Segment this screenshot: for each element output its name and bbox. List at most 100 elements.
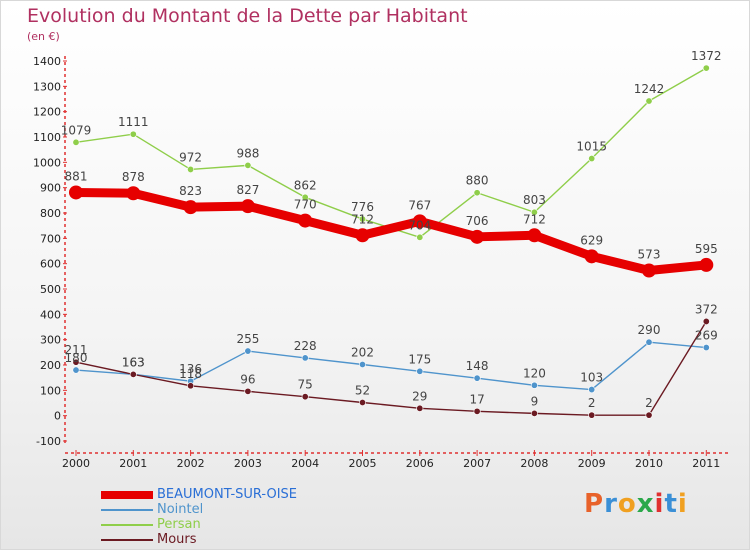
data-label: 2 <box>588 396 596 410</box>
data-label: 704 <box>408 218 431 232</box>
data-label: 255 <box>236 332 259 346</box>
data-label: 827 <box>236 183 259 197</box>
legend-label: Nointel <box>157 502 204 517</box>
data-label: 988 <box>236 146 259 160</box>
data-label: 629 <box>580 233 603 247</box>
data-label: 29 <box>412 389 427 403</box>
data-label: 211 <box>65 343 88 357</box>
data-point <box>702 64 710 72</box>
data-point <box>358 360 366 368</box>
data-label: 881 <box>65 169 88 183</box>
data-point <box>588 411 596 419</box>
data-label: 573 <box>638 248 661 262</box>
data-point <box>530 208 538 216</box>
data-point <box>72 358 80 366</box>
x-tick-label: 2004 <box>291 457 319 470</box>
data-label: 75 <box>298 378 313 392</box>
data-label: 180 <box>65 351 88 365</box>
data-point <box>416 367 424 375</box>
y-tick-label: 300 <box>40 334 61 347</box>
y-tick-label: 1400 <box>33 55 61 68</box>
legend-label: Persan <box>157 517 201 532</box>
legend-swatch <box>101 491 153 499</box>
data-point <box>129 130 137 138</box>
series-persan <box>72 64 710 241</box>
data-label: 2 <box>645 396 653 410</box>
series-beaumont-sur-oise <box>69 185 714 278</box>
data-point <box>645 97 653 105</box>
data-point <box>527 228 542 243</box>
data-label: 1372 <box>691 49 722 63</box>
x-tick-label: 2001 <box>119 457 147 470</box>
data-point <box>699 257 714 272</box>
series-line-mours <box>75 320 707 416</box>
x-tick-label: 2003 <box>234 457 262 470</box>
data-label: 103 <box>580 371 603 385</box>
data-label: 776 <box>351 200 374 214</box>
data-label: 595 <box>695 242 718 256</box>
data-point <box>473 189 481 197</box>
data-label: 862 <box>294 178 317 192</box>
data-label: 269 <box>695 329 718 343</box>
data-label: 712 <box>351 212 374 226</box>
data-label: 228 <box>294 339 317 353</box>
x-tick-label: 2000 <box>62 457 90 470</box>
data-point <box>244 387 252 395</box>
series-line-beaumont-sur-oise <box>71 187 711 276</box>
data-point <box>72 366 80 374</box>
legend: BEAUMONT-SUR-OISE Nointel Persan Mours <box>101 487 361 547</box>
data-point <box>702 317 710 325</box>
data-point <box>187 165 195 173</box>
data-label: 770 <box>294 198 317 212</box>
legend-label: Mours <box>157 532 197 547</box>
data-point <box>588 155 596 163</box>
legend-item: Mours <box>101 532 361 547</box>
y-tick-label: 700 <box>40 232 61 245</box>
data-label: 1015 <box>576 140 607 154</box>
data-point <box>645 411 653 419</box>
data-label: 9 <box>531 394 539 408</box>
y-tick-label: 800 <box>40 207 61 220</box>
series-nointel <box>72 338 710 394</box>
data-point <box>412 214 427 229</box>
data-point <box>358 398 366 406</box>
y-tick-label: 0 <box>54 410 61 423</box>
data-point <box>187 382 195 390</box>
data-point <box>645 338 653 346</box>
chart-title: Evolution du Montant de la Dette par Hab… <box>27 5 468 27</box>
data-label: 175 <box>408 352 431 366</box>
legend-item: BEAUMONT-SUR-OISE <box>101 487 361 502</box>
data-point <box>355 228 370 243</box>
data-label: 823 <box>179 184 202 198</box>
data-point <box>358 215 366 223</box>
data-label: 136 <box>179 362 202 376</box>
data-label: 1111 <box>118 115 149 129</box>
data-label: 767 <box>408 198 431 212</box>
logo-letter: t <box>664 489 678 519</box>
data-point <box>416 404 424 412</box>
proxiti-logo: Proxiti <box>584 489 688 519</box>
data-point <box>72 138 80 146</box>
data-point <box>244 347 252 355</box>
data-point <box>588 386 596 394</box>
x-tick-label: 2010 <box>635 457 663 470</box>
logo-letter: i <box>654 489 665 519</box>
logo-letter: i <box>677 489 688 519</box>
legend-label: BEAUMONT-SUR-OISE <box>157 487 298 502</box>
logo-letter: r <box>604 489 618 519</box>
data-point <box>298 213 313 228</box>
data-point <box>301 354 309 362</box>
data-label: 372 <box>695 302 718 316</box>
series-mours <box>72 317 710 419</box>
data-label: 290 <box>638 323 661 337</box>
x-tick-label: 2007 <box>463 457 491 470</box>
data-label: 96 <box>240 372 255 386</box>
data-point <box>470 229 485 244</box>
data-label: 17 <box>469 392 484 406</box>
y-tick-label: 900 <box>40 182 61 195</box>
data-point <box>642 263 656 278</box>
data-label: 163 <box>122 355 145 369</box>
legend-item: Persan <box>101 517 361 532</box>
y-tick-label: 500 <box>40 283 61 296</box>
